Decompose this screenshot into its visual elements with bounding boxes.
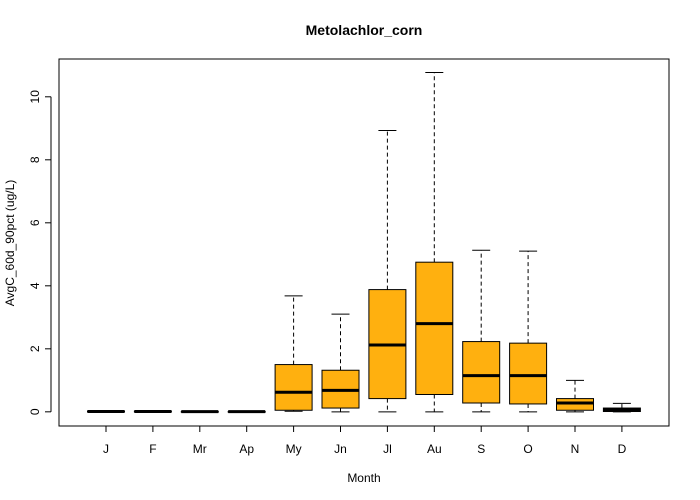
y-tick-label: 6 bbox=[28, 219, 42, 226]
y-tick-label: 4 bbox=[28, 282, 42, 289]
x-tick-label-Au: Au bbox=[427, 442, 442, 456]
y-axis-title: AvgC_60d_90pct (ug/L) bbox=[3, 180, 17, 307]
x-tick-label-S: S bbox=[477, 442, 485, 456]
y-tick-label: 0 bbox=[28, 408, 42, 415]
box-Jn bbox=[321, 313, 360, 413]
plot-area-frame bbox=[58, 58, 670, 427]
y-tick-label: 2 bbox=[28, 345, 42, 352]
box-N bbox=[556, 379, 594, 413]
x-tick-label-J: J bbox=[103, 442, 109, 456]
box-O bbox=[509, 250, 548, 413]
box-D bbox=[602, 402, 641, 413]
box-S bbox=[462, 249, 501, 413]
box-Ap bbox=[227, 410, 266, 414]
box-My bbox=[274, 295, 313, 412]
y-axis: 0 2 4 6 8 10 bbox=[28, 90, 52, 415]
boxes-layer bbox=[87, 72, 641, 414]
chart-title: Metolachlor_corn bbox=[306, 22, 423, 38]
x-tick-label-O: O bbox=[523, 442, 532, 456]
x-tick-label-My: My bbox=[286, 442, 302, 456]
x-tick-label-Ap: Ap bbox=[239, 442, 254, 456]
box-iqr bbox=[415, 261, 454, 395]
x-tick-label-Jn: Jn bbox=[334, 442, 347, 456]
box-iqr bbox=[509, 342, 548, 405]
x-tick-label-D: D bbox=[618, 442, 627, 456]
box-F bbox=[133, 410, 172, 414]
box-J bbox=[87, 410, 125, 414]
x-tick-label-Mr: Mr bbox=[193, 442, 207, 456]
y-tick-label: 10 bbox=[28, 90, 42, 104]
x-tick-label-N: N bbox=[571, 442, 580, 456]
x-tick-label-F: F bbox=[149, 442, 156, 456]
box-Au bbox=[415, 72, 454, 413]
x-axis: J F Mr Ap My Jn Jl Au S O N D bbox=[103, 425, 627, 456]
y-tick-label: 8 bbox=[28, 156, 42, 163]
x-tick-label-Jl: Jl bbox=[383, 442, 392, 456]
box-iqr bbox=[274, 364, 313, 411]
box-Mr bbox=[180, 410, 219, 414]
box-iqr bbox=[462, 341, 501, 404]
x-axis-title: Month bbox=[347, 471, 380, 485]
box-Jl bbox=[368, 130, 407, 413]
